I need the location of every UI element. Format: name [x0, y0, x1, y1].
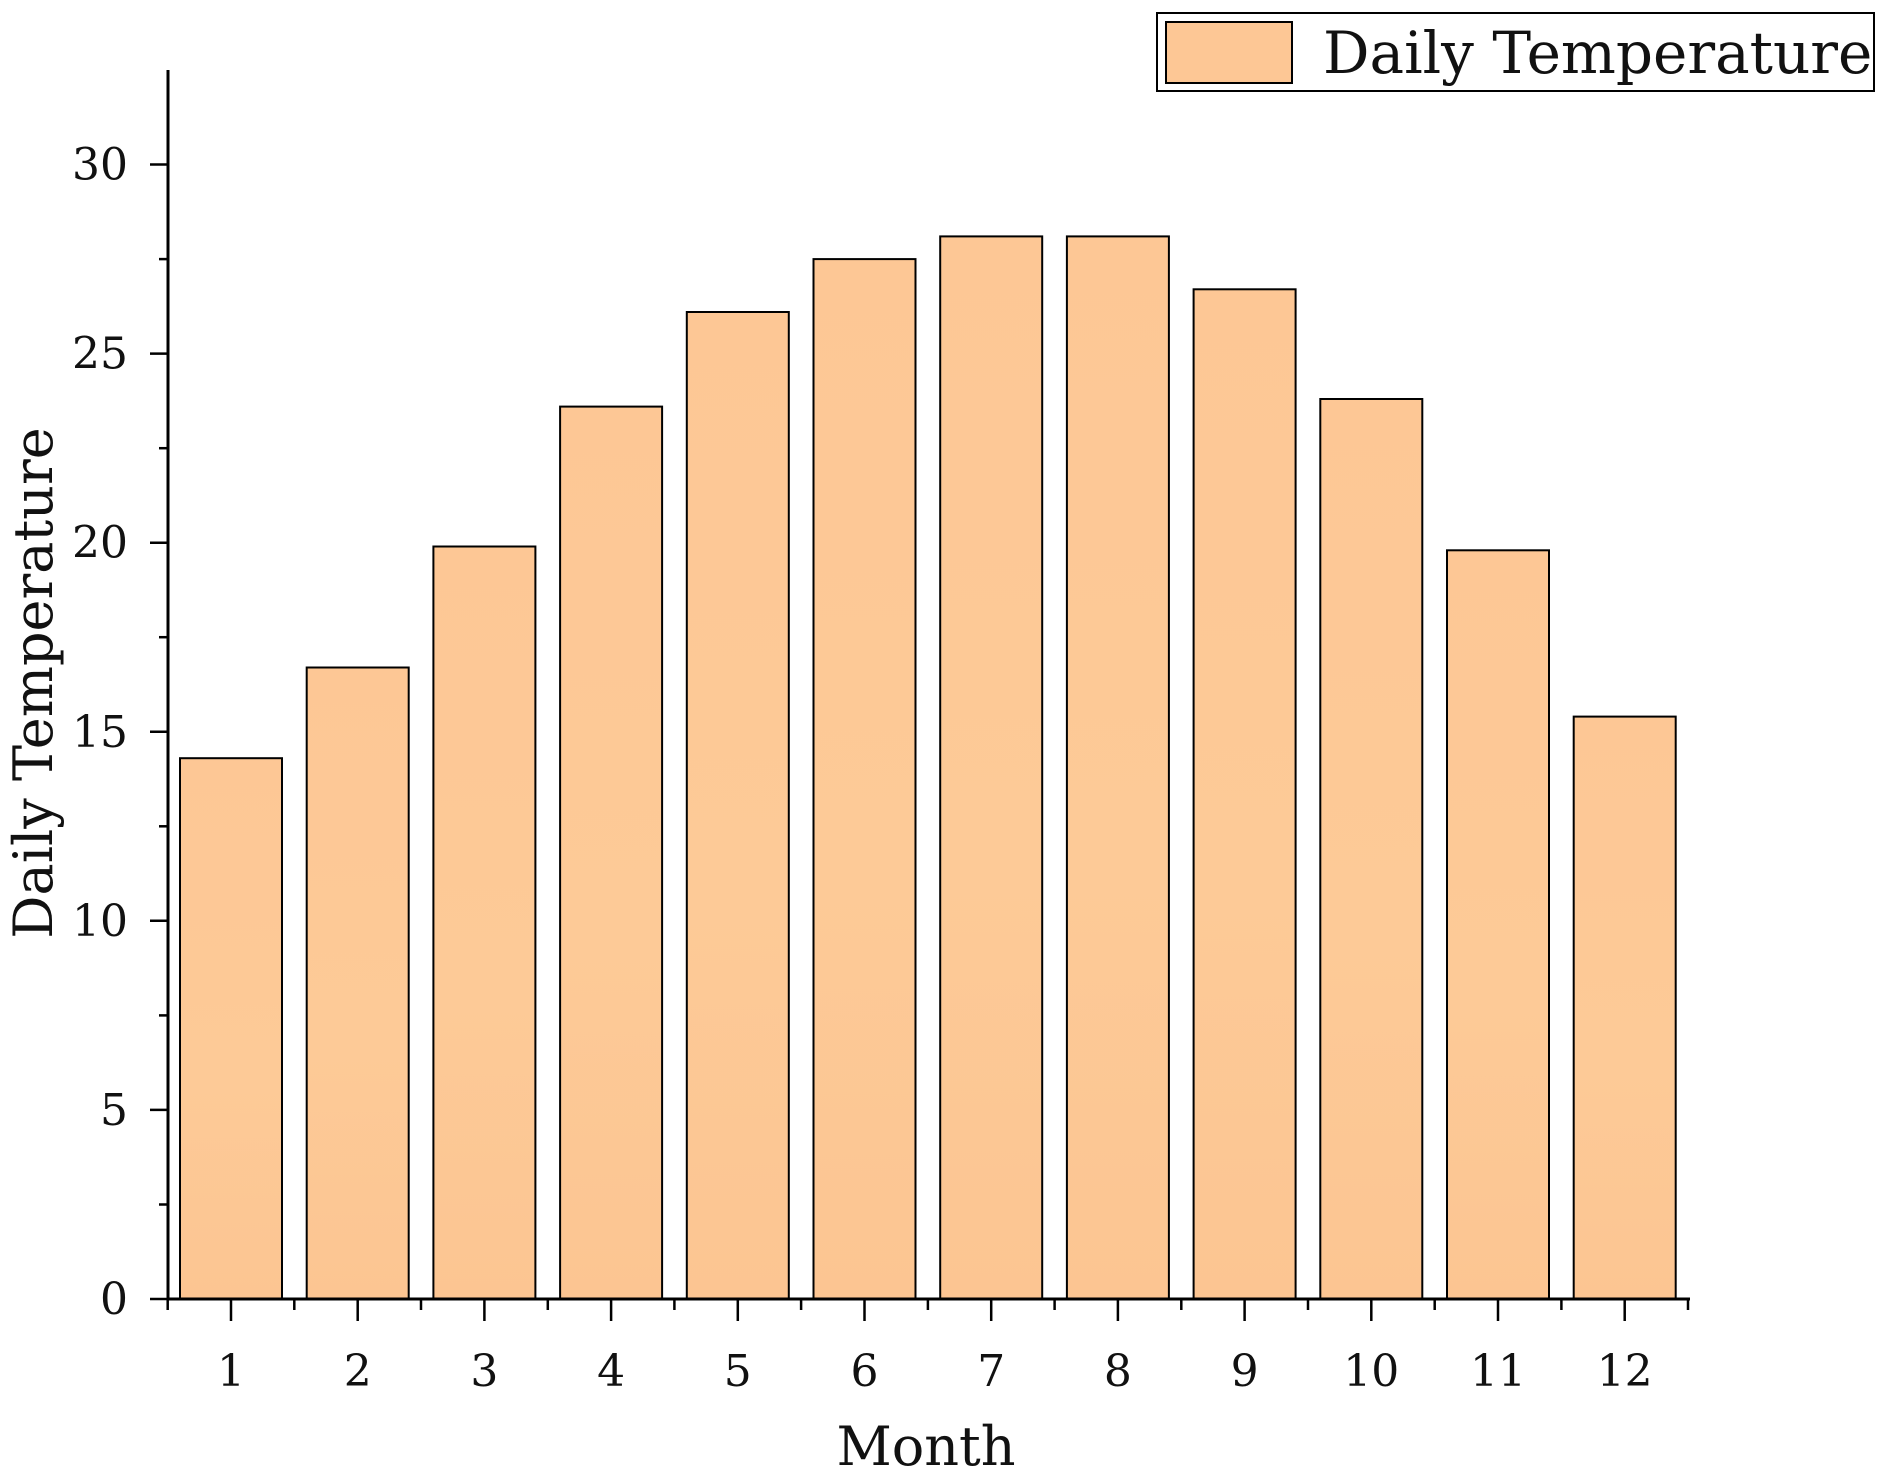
legend-swatch [1165, 21, 1293, 84]
bar-4 [559, 405, 664, 1301]
bar-9 [1192, 288, 1297, 1300]
bar-10 [1319, 398, 1424, 1300]
bar-12 [1572, 715, 1677, 1300]
x-tick-label: 8 [1104, 1346, 1132, 1397]
legend: Daily Temperature [1156, 12, 1875, 92]
bar-3 [432, 545, 537, 1300]
bar-6 [812, 258, 917, 1301]
plot-area [179, 235, 1677, 1301]
x-tick-label: 9 [1231, 1346, 1259, 1397]
x-tick-label: 6 [851, 1346, 879, 1397]
x-tick-label: 12 [1597, 1346, 1653, 1397]
bar-2 [305, 666, 410, 1300]
y-tick-label: 15 [72, 707, 128, 758]
x-tick-label: 2 [344, 1346, 372, 1397]
x-tick-label: 1 [217, 1346, 245, 1397]
y-tick-label: 20 [72, 518, 128, 569]
bar-8 [1065, 235, 1170, 1300]
y-axis-title: Daily Temperature [2, 427, 65, 938]
x-tick-label: 4 [597, 1346, 625, 1397]
y-tick-label: 30 [72, 140, 128, 191]
y-tick-label: 0 [100, 1274, 128, 1325]
y-tick-label: 10 [72, 896, 128, 947]
x-axis-title: Month [836, 1415, 1015, 1476]
bar-5 [685, 311, 790, 1300]
x-tick-label: 5 [724, 1346, 752, 1397]
x-tick-label: 11 [1470, 1346, 1526, 1397]
legend-label: Daily Temperature [1323, 19, 1872, 87]
bar-7 [939, 235, 1044, 1300]
x-tick-label: 10 [1343, 1346, 1399, 1397]
x-tick-label: 3 [470, 1346, 498, 1397]
y-tick-label: 5 [100, 1085, 128, 1136]
x-tick-label: 7 [977, 1346, 1005, 1397]
bar-11 [1446, 549, 1550, 1300]
bar-1 [179, 757, 283, 1300]
y-tick-label: 25 [72, 329, 128, 380]
